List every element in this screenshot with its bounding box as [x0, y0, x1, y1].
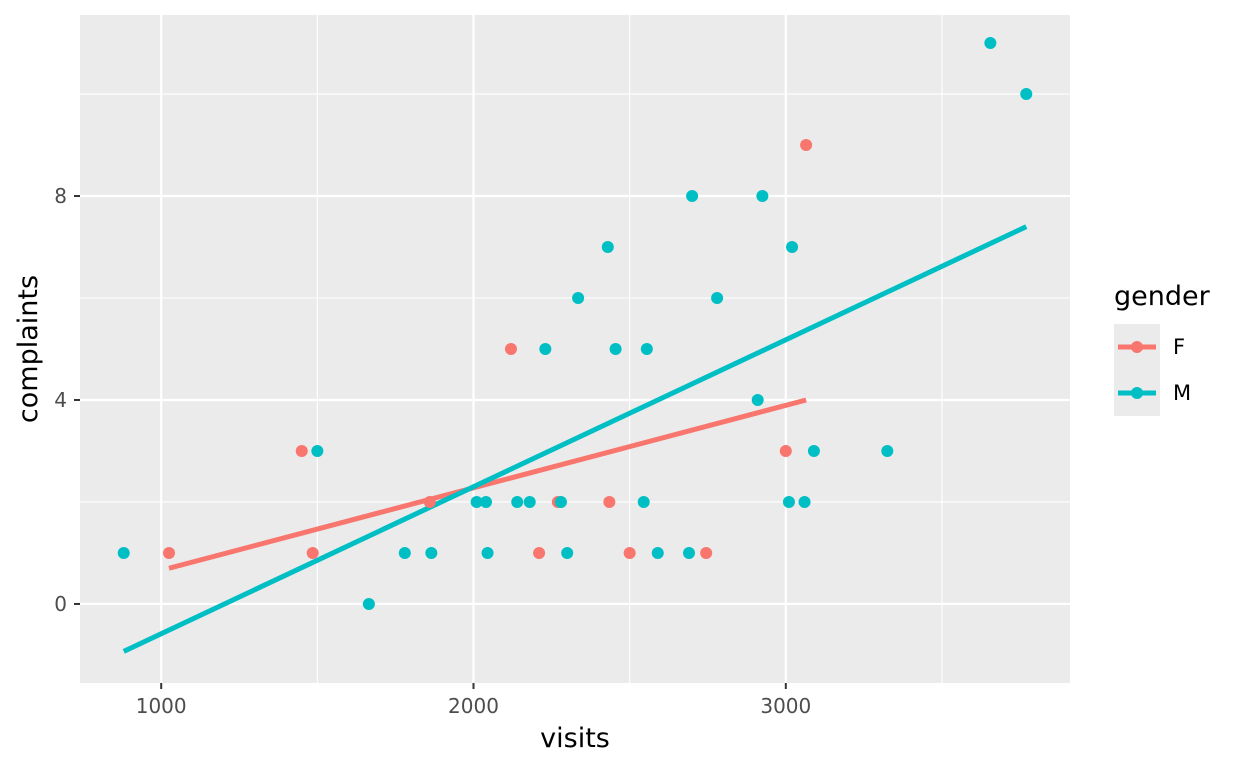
major-gridlines	[80, 15, 1070, 683]
y-axis-title: complaints	[13, 275, 44, 423]
data-point-m	[984, 37, 997, 50]
data-point-f	[603, 495, 616, 508]
data-point-f	[295, 444, 308, 457]
data-point-m	[311, 444, 324, 457]
x-tick-label: 2000	[448, 694, 499, 718]
data-point-f	[800, 139, 813, 152]
minor-gridlines	[80, 15, 1070, 683]
trend-line-m	[122, 224, 1028, 654]
trend-lines	[122, 224, 1028, 654]
data-point-m	[539, 343, 552, 355]
data-point-m	[637, 495, 650, 508]
trend-line-f	[168, 397, 807, 571]
legend-label-f: F	[1173, 335, 1185, 359]
legend-item-f: F	[1114, 324, 1185, 370]
data-point-m	[807, 444, 820, 457]
data-point-m	[782, 495, 795, 508]
data-point-m	[786, 241, 799, 254]
data-point-m	[523, 495, 536, 508]
data-point-m	[362, 597, 375, 610]
data-point-f	[623, 546, 636, 559]
data-point-m	[398, 546, 411, 559]
x-tick-label: 1000	[136, 694, 187, 718]
y-tick-label: 4	[54, 388, 67, 412]
data-point-f	[533, 546, 546, 559]
data-point-f	[306, 546, 319, 559]
legend-key-point	[1131, 387, 1143, 399]
data-point-m	[481, 546, 494, 559]
data-point-m	[470, 495, 483, 508]
data-point-m	[881, 444, 894, 457]
data-point-m	[711, 292, 724, 305]
data-point-m	[682, 546, 695, 559]
data-point-f	[504, 343, 517, 355]
legend-item-m: M	[1114, 370, 1191, 416]
data-point-m	[756, 190, 769, 203]
data-points	[117, 37, 1033, 610]
x-axis-title: visits	[540, 723, 610, 754]
plot-panel	[80, 15, 1070, 683]
legend-label-m: M	[1173, 381, 1191, 405]
data-point-m	[686, 190, 699, 203]
data-point-f	[700, 546, 713, 559]
data-point-m	[751, 393, 764, 406]
data-point-f	[423, 495, 436, 508]
data-point-m	[117, 546, 130, 559]
data-point-m	[651, 546, 664, 559]
data-point-m	[609, 343, 622, 355]
legend: gender FM	[1114, 281, 1211, 416]
data-point-m	[572, 292, 585, 305]
x-tick-label: 3000	[760, 694, 811, 718]
y-axis: 0 4 8	[54, 184, 80, 616]
data-point-m	[511, 495, 524, 508]
data-point-m	[561, 546, 574, 559]
data-point-m	[479, 495, 492, 508]
data-point-m	[1020, 88, 1033, 101]
legend-title: gender	[1114, 281, 1211, 312]
legend-key-point	[1131, 341, 1143, 353]
data-point-f	[163, 546, 176, 559]
data-point-m	[798, 495, 811, 508]
data-point-m	[554, 495, 567, 508]
data-point-f	[779, 444, 792, 457]
data-point-m	[601, 241, 614, 254]
data-point-m	[640, 343, 653, 355]
y-tick-label: 8	[54, 184, 67, 208]
y-tick-label: 0	[54, 592, 67, 616]
x-axis: 1000 2000 3000	[136, 683, 811, 718]
data-point-m	[425, 546, 438, 559]
